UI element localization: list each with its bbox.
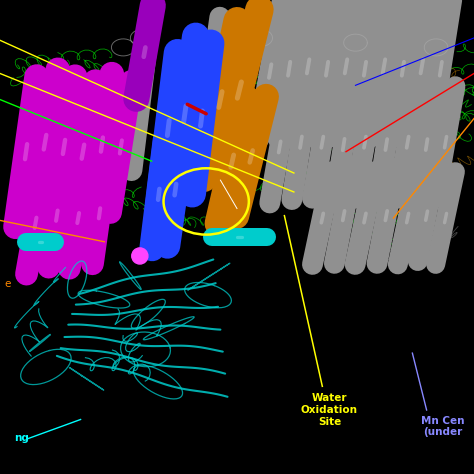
Text: e: e — [5, 279, 11, 290]
Circle shape — [132, 248, 148, 264]
Text: Water
Oxidation
Site: Water Oxidation Site — [301, 393, 358, 427]
Text: ng: ng — [14, 433, 29, 444]
Text: Mn Cen
(under: Mn Cen (under — [421, 416, 465, 438]
